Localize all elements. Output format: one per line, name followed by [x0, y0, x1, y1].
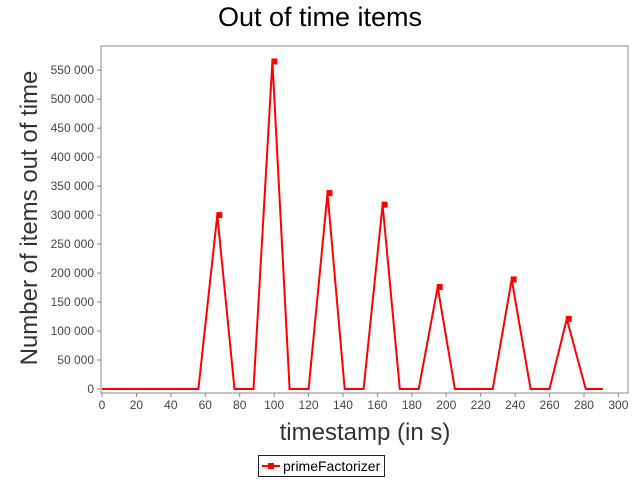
- x-tick-label: 40: [164, 398, 178, 412]
- x-tick-label: 280: [574, 398, 594, 412]
- y-tick-label: 0: [87, 382, 94, 396]
- legend-swatch-icon: [262, 461, 280, 471]
- x-tick-label: 60: [199, 398, 213, 412]
- x-tick-label: 240: [505, 398, 525, 412]
- y-tick-label: 400 000: [51, 150, 95, 164]
- legend-label: primeFactorizer: [283, 458, 381, 474]
- y-tick-label: 500 000: [51, 92, 95, 106]
- x-tick-label: 200: [436, 398, 456, 412]
- data-point-marker: [271, 58, 278, 65]
- y-tick-label: 150 000: [51, 295, 95, 309]
- x-tick-label: 220: [471, 398, 491, 412]
- series-layer: [102, 58, 603, 390]
- data-point-marker: [216, 212, 223, 219]
- y-axis-label: Number of items out of time: [16, 71, 43, 366]
- x-axis-label: timestamp (in s): [280, 419, 451, 446]
- x-tick-label: 160: [367, 398, 387, 412]
- y-tick-label: 450 000: [51, 121, 95, 135]
- y-tick-label: 100 000: [51, 324, 95, 338]
- y-tick-label: 550 000: [51, 63, 95, 77]
- y-tick-label: 350 000: [51, 179, 95, 193]
- x-tick-label: 20: [130, 398, 144, 412]
- x-tick-label: 80: [233, 398, 247, 412]
- x-tick-label: 120: [299, 398, 319, 412]
- y-axis: 0 50 000 100 000 150 000 200 000 250 000 300 0…: [51, 63, 101, 396]
- x-tick-label: 0: [99, 398, 106, 412]
- data-point-marker: [436, 283, 443, 290]
- y-tick-label: 300 000: [51, 208, 95, 222]
- x-tick-label: 180: [402, 398, 422, 412]
- data-point-marker: [510, 276, 517, 283]
- data-point-marker: [565, 315, 572, 322]
- y-tick-label: 50 000: [57, 353, 94, 367]
- x-tick-label: 300: [608, 398, 628, 412]
- y-tick-label: 200 000: [51, 266, 95, 280]
- y-tick-label: 250 000: [51, 237, 95, 251]
- x-tick-label: 140: [333, 398, 353, 412]
- data-point-marker: [326, 190, 333, 197]
- x-tick-label: 100: [264, 398, 284, 412]
- legend: primeFactorizer: [258, 455, 386, 477]
- x-axis: 0 20 40 60 80 100 120 140 160 180 200 220 240 260 280 3…: [99, 393, 629, 412]
- plot-area: [100, 45, 629, 394]
- chart-title: Out of time items: [217, 2, 423, 32]
- x-tick-label: 260: [540, 398, 560, 412]
- data-point-marker: [381, 201, 388, 208]
